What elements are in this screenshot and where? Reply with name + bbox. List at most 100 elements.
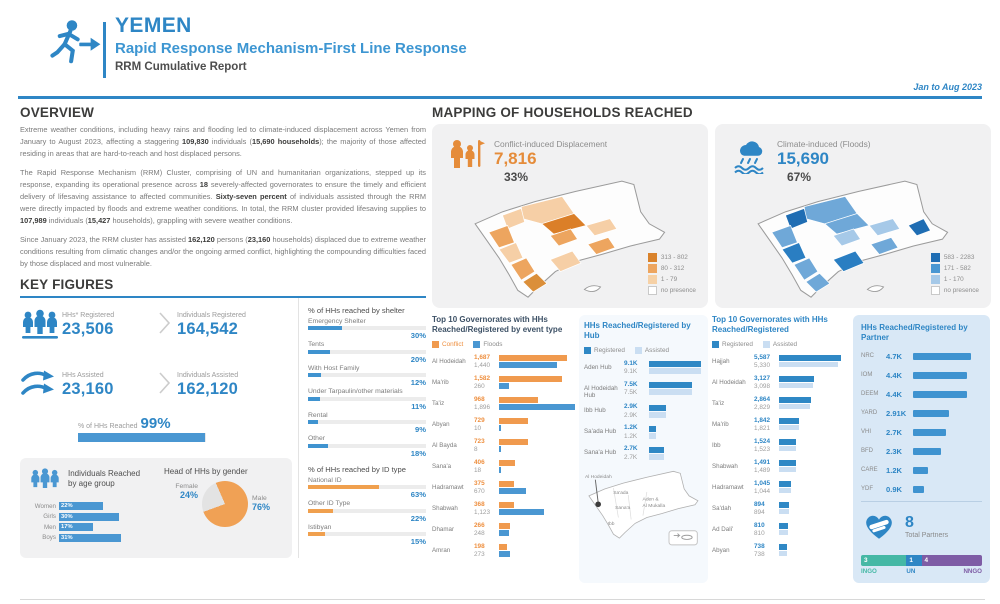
double-arrow-icon xyxy=(20,368,62,403)
assisted-value: 2,829 xyxy=(754,403,770,411)
hub-map-label-aden-2: Al Mukalla xyxy=(643,503,666,509)
key-figures-left: HHs* Registered 23,506 Individuals Regis… xyxy=(20,298,298,558)
partner-value: 2.91K xyxy=(886,408,907,418)
hub-bars xyxy=(649,445,703,461)
individuals-registered-value: 164,542 xyxy=(177,320,239,339)
top10-bars xyxy=(779,522,849,538)
age-group-bars: Women 22% Girls 30% Men 17% Boys 31% xyxy=(28,501,150,543)
assisted-value: 5,330 xyxy=(754,361,770,369)
assisted-value: 1.2K xyxy=(624,432,638,440)
assisted-figure-row: HHs Assisted 23,160 Individuals Assisted… xyxy=(20,368,292,403)
registered-value: 2.9K xyxy=(624,403,638,411)
floods-bar xyxy=(499,509,544,516)
event-type-panel: Top 10 Governorates with HHs Reached/Reg… xyxy=(432,315,579,583)
governorate-name: Amran xyxy=(432,546,451,554)
hub-map-label-saada: Sa'ada xyxy=(613,490,628,496)
top10-values: 1,524 1,523 xyxy=(754,438,779,454)
registered-figure-row: HHs* Registered 23,506 Individuals Regis… xyxy=(20,308,292,344)
conflict-value: 729 xyxy=(474,416,485,424)
legend-swatch xyxy=(647,264,657,273)
governorate-name: Ma'rib xyxy=(432,378,449,386)
stat-item: With Host Family 12% xyxy=(308,365,426,387)
event-type-row: Al Hodeidah 1,687 1,440 xyxy=(432,354,575,370)
conflict-map-card: Conflict-induced Displacement 7,816 33% xyxy=(432,124,708,308)
legend-swatch xyxy=(930,286,940,295)
hub-map-label-hodeidah: Al Hodeidah xyxy=(585,474,612,480)
top10-row: Abyan 738 738 xyxy=(712,543,849,559)
conflict-value: 1,582 xyxy=(474,374,490,382)
event-type-bars xyxy=(499,501,575,517)
stat-item-track xyxy=(308,508,426,513)
governorate-name: Al Hodeidah xyxy=(432,357,466,365)
top10-row: Hadramawt 1,045 1,044 xyxy=(712,480,849,496)
partner-panel: HHs Reached/Registered by Partner NRC 4.7… xyxy=(853,315,990,583)
stat-item-track xyxy=(308,420,426,425)
stat-item: Other ID Type 22% xyxy=(308,500,426,523)
assisted-bar xyxy=(649,453,665,460)
floods-bar xyxy=(499,383,510,390)
top10-row: Ibb 1,524 1,523 xyxy=(712,438,849,454)
registered-swatch xyxy=(712,340,719,348)
id-type-title: % of HHs reached by ID type xyxy=(308,464,406,474)
registered-bar xyxy=(779,439,796,445)
assisted-bar xyxy=(779,550,788,557)
partner-type-label: NNGO xyxy=(963,567,982,575)
conflict-value: 406 xyxy=(474,458,485,466)
top10-values: 810 810 xyxy=(754,522,779,538)
assisted-swatch xyxy=(762,340,770,348)
assisted-value: 2.9K xyxy=(624,411,638,419)
partner-bar xyxy=(913,447,942,455)
partner-type-label: UN xyxy=(906,567,916,575)
partner-name: YDF xyxy=(861,486,873,493)
pct-reached-value: 99% xyxy=(140,414,171,432)
top10-row: Ta'iz 2,864 2,829 xyxy=(712,396,849,412)
top10-values: 894 894 xyxy=(754,501,779,517)
registered-value: 894 xyxy=(754,500,765,508)
floods-pct: 67% xyxy=(787,170,812,184)
registered-bar xyxy=(649,382,692,389)
floods-legend-label: Floods xyxy=(483,340,503,348)
governorate-name: Al Bayda xyxy=(432,441,457,449)
floods-bar xyxy=(499,551,510,558)
stat-item-bar xyxy=(308,420,319,425)
overview-paragraphs: Extreme weather conditions, including he… xyxy=(20,124,426,270)
registered-value: 1,524 xyxy=(754,437,770,445)
floods-bar xyxy=(499,362,557,369)
cursor-icon xyxy=(673,533,681,538)
registered-bar xyxy=(779,544,788,550)
registered-value: 1,842 xyxy=(754,416,770,424)
partner-value: 1.2K xyxy=(886,465,903,475)
registered-value: 1.2K xyxy=(624,424,638,432)
partner-row: DEEM 4.4K xyxy=(861,387,982,402)
hub-row: Sa'ada Hub 1.2K 1.2K xyxy=(584,424,703,440)
map-pin-icon xyxy=(595,501,601,507)
chevron-right-icon xyxy=(157,311,173,340)
stat-item-bar xyxy=(308,349,331,354)
individuals-assisted-value: 162,120 xyxy=(177,379,239,398)
stat-item-bar xyxy=(308,485,379,490)
hhs-registered-value: 23,506 xyxy=(62,320,114,339)
partner-row: YARD 2.91K xyxy=(861,406,982,421)
assisted-value: 2.7K xyxy=(624,453,638,461)
family-icon xyxy=(28,467,62,497)
stat-item-name: Other ID Type xyxy=(308,500,351,508)
assisted-bar xyxy=(649,432,656,439)
floods-value: 273 xyxy=(474,550,485,558)
top10-bars xyxy=(779,459,849,475)
legend-swatch xyxy=(647,253,657,262)
stat-item-track xyxy=(308,485,426,490)
individuals-assisted: Individuals Assisted 162,120 xyxy=(177,372,272,399)
partner-type-label: INGO xyxy=(861,567,877,575)
age-gender-card: Individuals Reached by age group Women 22… xyxy=(20,457,292,558)
conflict-bar xyxy=(499,544,507,551)
governorate-name: Hadramawt xyxy=(712,483,744,491)
hhs-assisted-label: HHs Assisted xyxy=(62,371,104,379)
individuals-registered: Individuals Registered 164,542 xyxy=(177,312,272,339)
age-bar: 31% xyxy=(59,533,121,542)
governorate-name: Sana'a xyxy=(432,462,452,470)
overview-paragraph: Extreme weather conditions, including he… xyxy=(20,125,427,158)
stat-item-name: Other xyxy=(308,435,325,443)
total-partners-value: 8 xyxy=(905,514,914,532)
legend-row: no presence xyxy=(647,285,696,296)
hub-name: Aden Hub xyxy=(584,363,612,371)
